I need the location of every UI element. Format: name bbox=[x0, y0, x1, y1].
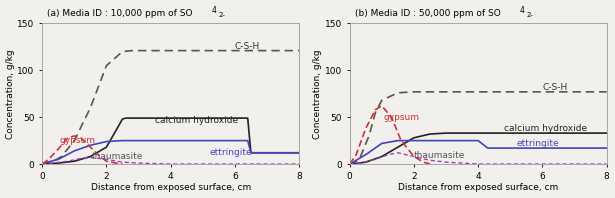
Y-axis label: Concentration, g/kg: Concentration, g/kg bbox=[6, 49, 15, 139]
Text: 2-: 2- bbox=[219, 12, 226, 18]
Text: thaumasite: thaumasite bbox=[414, 151, 466, 160]
Text: (b) Media ID : 50,000 ppm of SO: (b) Media ID : 50,000 ppm of SO bbox=[355, 9, 501, 18]
Text: gypsum: gypsum bbox=[383, 113, 419, 122]
Text: calcium hydroxide: calcium hydroxide bbox=[504, 124, 587, 133]
Text: C-S-H: C-S-H bbox=[235, 42, 260, 51]
Text: C-S-H: C-S-H bbox=[542, 83, 568, 92]
Text: 2-: 2- bbox=[526, 12, 533, 18]
Text: gypsum: gypsum bbox=[60, 136, 96, 145]
Text: thaumasite: thaumasite bbox=[92, 152, 143, 161]
Text: ettringite: ettringite bbox=[517, 139, 559, 148]
Y-axis label: Concentration, g/kg: Concentration, g/kg bbox=[313, 49, 322, 139]
Text: (a) Media ID : 10,000 ppm of SO: (a) Media ID : 10,000 ppm of SO bbox=[47, 9, 193, 18]
Text: 4: 4 bbox=[519, 6, 524, 15]
Text: calcium hydroxide: calcium hydroxide bbox=[154, 116, 238, 125]
Text: ettringite: ettringite bbox=[209, 148, 252, 157]
X-axis label: Distance from exposed surface, cm: Distance from exposed surface, cm bbox=[90, 183, 251, 192]
Text: 4: 4 bbox=[212, 6, 216, 15]
X-axis label: Distance from exposed surface, cm: Distance from exposed surface, cm bbox=[398, 183, 558, 192]
